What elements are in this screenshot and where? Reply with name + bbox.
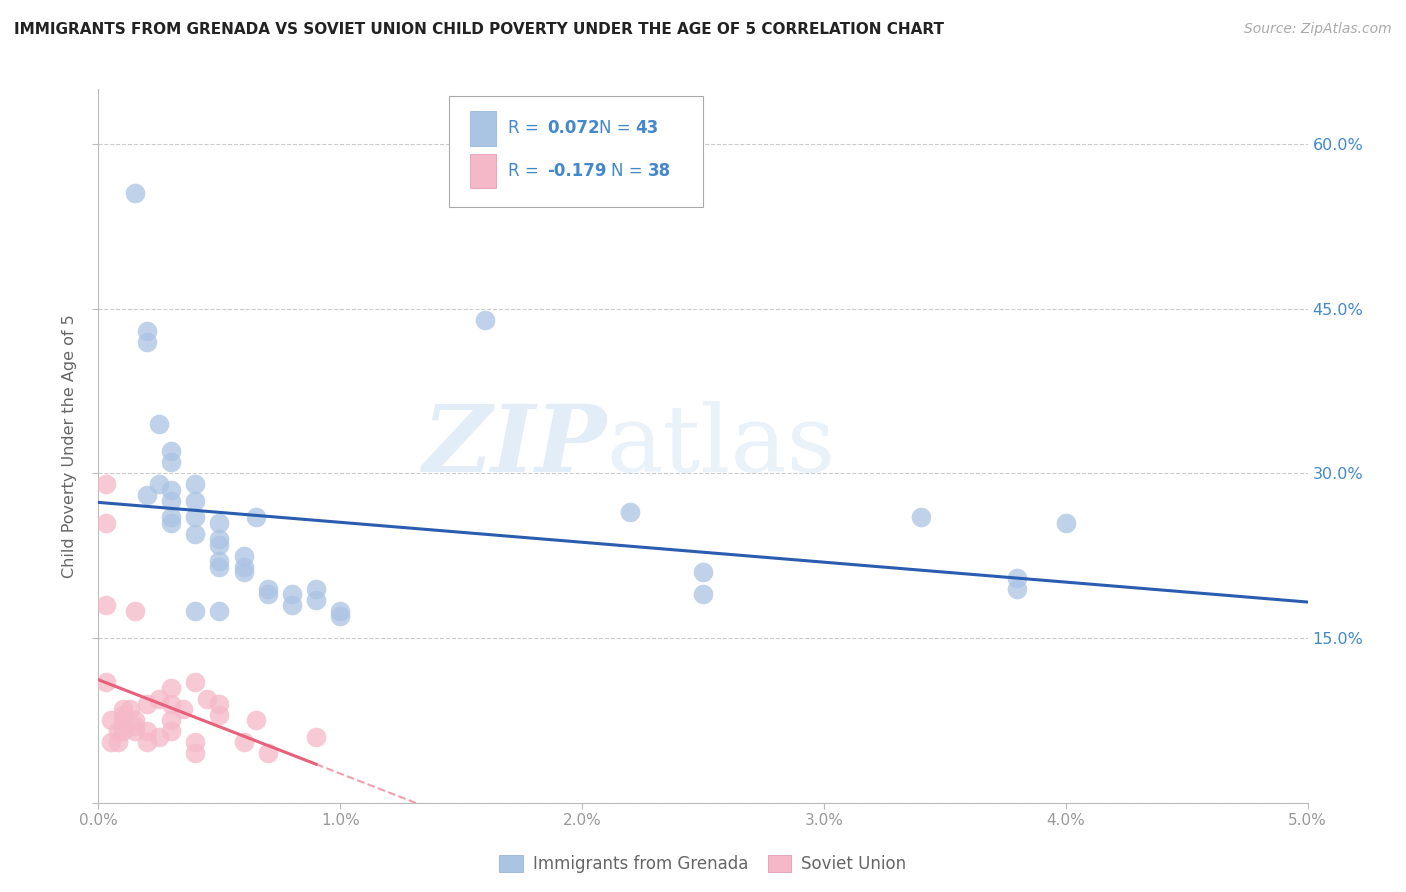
Point: [118, 702, 141, 716]
Point: [160, 714, 183, 728]
Point: [1007, 571, 1029, 585]
Text: R =: R =: [509, 120, 544, 137]
Point: [111, 708, 134, 723]
Point: [256, 587, 278, 601]
Point: [245, 510, 267, 524]
FancyBboxPatch shape: [470, 112, 496, 145]
Point: [232, 566, 254, 580]
Point: [160, 494, 183, 508]
Point: [184, 747, 207, 761]
Point: [208, 516, 231, 530]
Point: [184, 604, 207, 618]
Point: [160, 483, 183, 497]
Point: [172, 702, 194, 716]
Point: [160, 455, 183, 469]
Point: [281, 587, 304, 601]
Text: N =: N =: [599, 120, 636, 137]
Point: [107, 735, 129, 749]
Point: [124, 186, 146, 201]
Text: ZIP: ZIP: [422, 401, 606, 491]
Point: [208, 559, 231, 574]
Point: [111, 724, 134, 739]
Point: [148, 691, 170, 706]
Point: [208, 554, 231, 568]
Point: [124, 714, 146, 728]
Point: [1007, 582, 1029, 596]
Point: [135, 324, 157, 338]
Point: [124, 604, 146, 618]
Point: [135, 724, 157, 739]
Point: [94, 675, 117, 690]
Point: [208, 697, 231, 711]
Legend: Immigrants from Grenada, Soviet Union: Immigrants from Grenada, Soviet Union: [492, 848, 914, 880]
Point: [160, 681, 183, 695]
Point: [135, 334, 157, 349]
Text: 43: 43: [636, 120, 658, 137]
Point: [305, 582, 328, 596]
Point: [184, 510, 207, 524]
Point: [305, 730, 328, 744]
Point: [107, 724, 129, 739]
Point: [100, 735, 122, 749]
Text: 38: 38: [647, 162, 671, 180]
Point: [619, 505, 641, 519]
Point: [232, 735, 254, 749]
Point: [111, 719, 134, 733]
Point: [232, 559, 254, 574]
Point: [245, 714, 267, 728]
Text: IMMIGRANTS FROM GRENADA VS SOVIET UNION CHILD POVERTY UNDER THE AGE OF 5 CORRELA: IMMIGRANTS FROM GRENADA VS SOVIET UNION …: [14, 22, 943, 37]
Point: [474, 312, 496, 326]
Point: [208, 538, 231, 552]
Point: [281, 598, 304, 612]
Point: [208, 533, 231, 547]
FancyBboxPatch shape: [449, 96, 703, 207]
Point: [208, 708, 231, 723]
Point: [184, 735, 207, 749]
Point: [94, 477, 117, 491]
Point: [111, 714, 134, 728]
Point: [160, 510, 183, 524]
Point: [256, 582, 278, 596]
Point: [135, 735, 157, 749]
Point: [208, 604, 231, 618]
Point: [184, 526, 207, 541]
Point: [148, 417, 170, 431]
Point: [329, 604, 352, 618]
Point: [100, 714, 122, 728]
Point: [124, 724, 146, 739]
Point: [94, 598, 117, 612]
Point: [305, 592, 328, 607]
Y-axis label: Child Poverty Under the Age of 5: Child Poverty Under the Age of 5: [62, 314, 77, 578]
Point: [184, 675, 207, 690]
Text: R =: R =: [509, 162, 544, 180]
Point: [329, 609, 352, 624]
Point: [160, 444, 183, 458]
Point: [160, 697, 183, 711]
Point: [692, 566, 714, 580]
Point: [135, 697, 157, 711]
Point: [160, 516, 183, 530]
Point: [160, 724, 183, 739]
Point: [148, 477, 170, 491]
Point: [910, 510, 932, 524]
FancyBboxPatch shape: [470, 154, 496, 188]
Point: [184, 494, 207, 508]
Point: [111, 702, 134, 716]
Point: [692, 587, 714, 601]
Point: [195, 691, 218, 706]
Text: Source: ZipAtlas.com: Source: ZipAtlas.com: [1244, 22, 1392, 37]
Point: [135, 488, 157, 502]
Point: [184, 477, 207, 491]
Text: N =: N =: [612, 162, 648, 180]
Text: -0.179: -0.179: [547, 162, 606, 180]
Point: [1054, 516, 1077, 530]
Point: [256, 747, 278, 761]
Text: atlas: atlas: [606, 401, 835, 491]
Point: [232, 549, 254, 563]
Text: 0.072: 0.072: [547, 120, 599, 137]
Point: [148, 730, 170, 744]
Point: [124, 719, 146, 733]
Point: [94, 516, 117, 530]
